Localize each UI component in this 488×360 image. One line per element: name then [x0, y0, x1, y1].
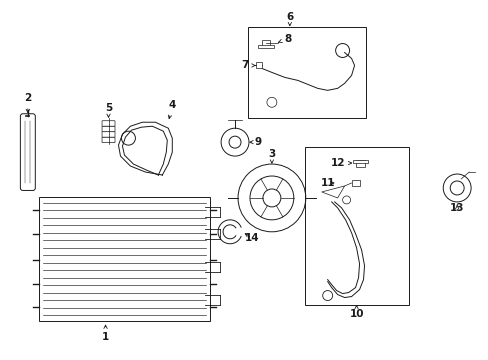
Bar: [255, 62, 262, 68]
Bar: [247, 27, 365, 118]
Text: 9: 9: [249, 137, 261, 147]
Text: 4: 4: [168, 100, 176, 118]
FancyBboxPatch shape: [102, 121, 115, 126]
Bar: [304, 147, 408, 305]
Text: 6: 6: [285, 12, 293, 26]
FancyBboxPatch shape: [102, 132, 115, 137]
FancyBboxPatch shape: [20, 114, 35, 190]
Text: 10: 10: [348, 305, 363, 319]
Text: 1: 1: [102, 325, 109, 342]
Text: 7: 7: [241, 60, 255, 71]
Text: 5: 5: [105, 103, 112, 117]
Text: 11: 11: [320, 178, 334, 188]
Bar: [262, 40, 269, 45]
FancyBboxPatch shape: [102, 137, 115, 143]
Text: 12: 12: [330, 158, 351, 168]
Text: 14: 14: [244, 233, 259, 243]
Text: 3: 3: [268, 149, 275, 163]
Text: 8: 8: [278, 33, 291, 44]
Bar: [355, 160, 364, 167]
Bar: [258, 45, 273, 48]
Bar: [351, 180, 359, 186]
Bar: [39, 197, 210, 321]
Bar: [352, 160, 367, 163]
FancyBboxPatch shape: [102, 126, 115, 132]
Text: 2: 2: [24, 93, 31, 113]
Text: 13: 13: [449, 203, 464, 213]
